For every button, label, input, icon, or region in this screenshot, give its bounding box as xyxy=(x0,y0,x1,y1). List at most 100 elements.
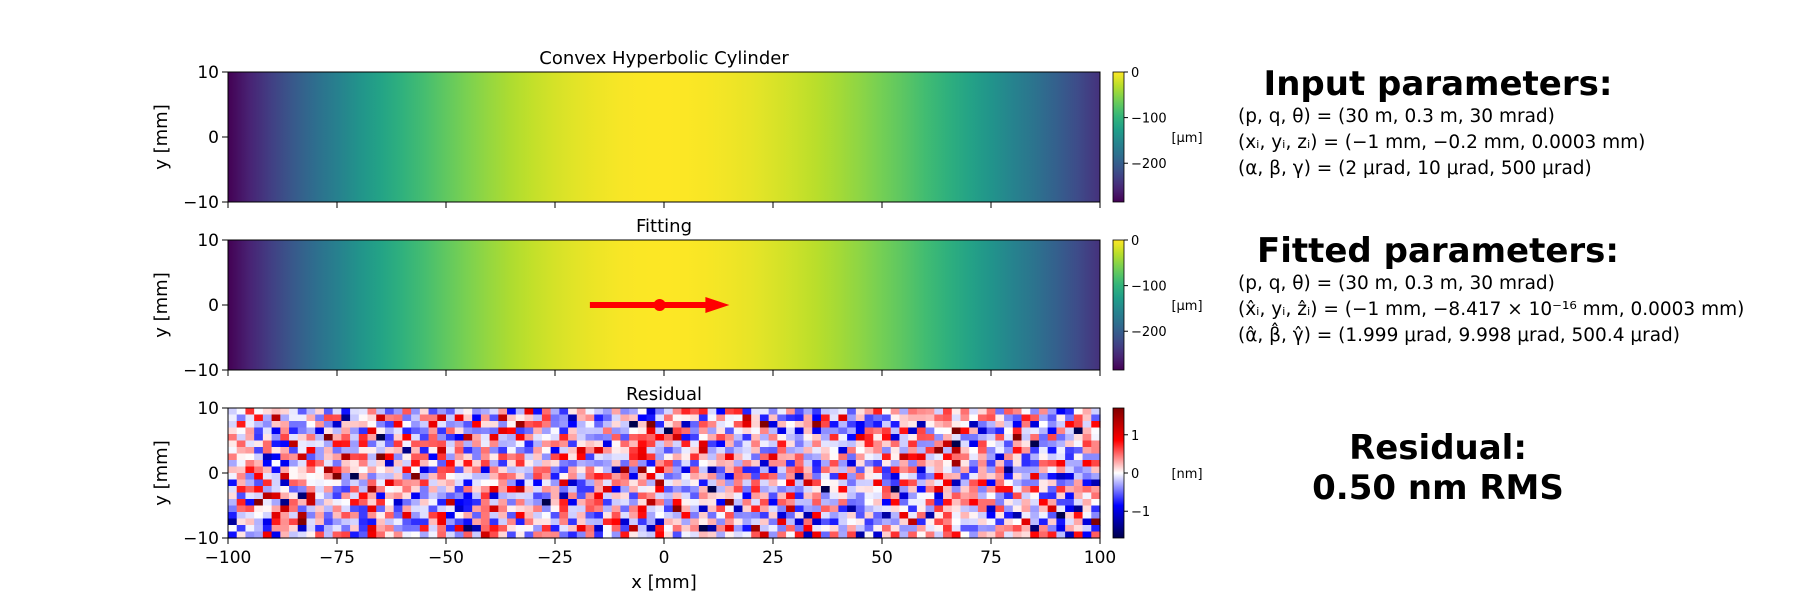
residual-cell xyxy=(480,492,491,500)
residual-cell xyxy=(690,440,700,448)
residual-cell xyxy=(1030,486,1040,494)
residual-cell xyxy=(759,453,770,461)
residual-cell xyxy=(463,434,473,442)
residual-cell xyxy=(289,453,299,461)
colorbar-unit-label: [nm] xyxy=(1171,467,1202,482)
residual-cell xyxy=(873,427,883,435)
residual-cell xyxy=(864,447,874,455)
residual-cell xyxy=(498,453,508,461)
residual-cell xyxy=(358,466,369,474)
residual-cell xyxy=(585,531,595,539)
residual-cell xyxy=(533,525,543,533)
residual-cell xyxy=(1073,453,1084,461)
residual-cell xyxy=(376,492,386,500)
residual-cell xyxy=(882,473,892,481)
residual-cell xyxy=(254,447,264,455)
residual-cell xyxy=(341,492,351,500)
residual-cell xyxy=(1021,440,1031,448)
residual-cell xyxy=(759,421,770,429)
residual-cell xyxy=(524,492,534,500)
residual-cell xyxy=(402,486,412,494)
residual-cell xyxy=(733,531,744,539)
residual-cell xyxy=(768,479,778,487)
residual-cell xyxy=(507,525,517,533)
residual-cell xyxy=(1065,427,1075,435)
residual-cell xyxy=(986,466,996,474)
residual-cell xyxy=(812,479,822,487)
residual-cell xyxy=(576,479,587,487)
residual-cell xyxy=(646,486,656,494)
residual-cell xyxy=(254,525,264,533)
residual-cell xyxy=(480,473,491,481)
residual-cell xyxy=(707,505,717,513)
residual-cell xyxy=(358,414,369,422)
residual-cell xyxy=(759,466,770,474)
residual-cell xyxy=(323,453,334,461)
residual-cell xyxy=(463,466,473,474)
residual-cell xyxy=(498,434,508,442)
residual-cell xyxy=(873,486,883,494)
residual-cell xyxy=(576,408,587,416)
residual-cell xyxy=(995,466,1005,474)
residual-cell xyxy=(358,434,369,442)
residual-cell xyxy=(323,414,334,422)
residual-cell xyxy=(629,518,639,526)
fitted-parameters-heading: Fitted parameters: xyxy=(1256,231,1619,271)
residual-cell xyxy=(725,525,735,533)
residual-cell xyxy=(829,479,839,487)
residual-cell xyxy=(341,408,351,416)
residual-cell xyxy=(1004,479,1014,487)
residual-cell xyxy=(707,518,717,526)
residual-cell xyxy=(1030,473,1040,481)
residual-cell xyxy=(480,466,491,474)
residual-cell xyxy=(847,492,857,500)
residual-cell xyxy=(637,479,648,487)
residual-cell xyxy=(367,531,377,539)
residual-cell xyxy=(899,414,909,422)
residual-cell xyxy=(690,512,700,520)
residual-cell xyxy=(419,414,430,422)
residual-cell xyxy=(262,473,273,481)
residual-cell xyxy=(568,518,578,526)
residual-cell xyxy=(698,492,709,500)
residual-cell xyxy=(550,453,560,461)
residual-cell xyxy=(1004,414,1014,422)
residual-cell xyxy=(228,518,238,526)
residual-cell xyxy=(559,525,569,533)
residual-cell xyxy=(463,505,473,513)
residual-cell xyxy=(838,447,848,455)
residual-cell xyxy=(1030,434,1040,442)
residual-cell xyxy=(1082,440,1092,448)
residual-cell xyxy=(899,531,909,539)
residual-cell xyxy=(1047,525,1057,533)
residual-cell xyxy=(323,492,334,500)
residual-cell xyxy=(629,414,639,422)
residual-cell xyxy=(515,460,526,468)
residual-cell xyxy=(777,408,787,416)
residual-cell xyxy=(1091,505,1101,513)
residual-cell xyxy=(786,460,796,468)
residual-cell xyxy=(254,453,264,461)
residual-cell xyxy=(498,473,508,481)
residual-cell xyxy=(280,473,290,481)
residual-cell xyxy=(1021,486,1031,494)
residual-cell xyxy=(794,453,805,461)
residual-cell xyxy=(934,460,944,468)
residual-cell xyxy=(376,466,386,474)
residual-cell xyxy=(358,447,369,455)
residual-cell xyxy=(1082,505,1092,513)
residual-cell xyxy=(463,453,473,461)
colorbar-tick-label: 0 xyxy=(1131,467,1139,482)
residual-cell xyxy=(690,414,700,422)
residual-cell xyxy=(1021,499,1031,507)
colorbar-unit-label: [µm] xyxy=(1171,131,1202,146)
residual-cell xyxy=(672,421,683,429)
residual-cell xyxy=(812,414,822,422)
residual-cell xyxy=(1056,466,1066,474)
residual-cell xyxy=(602,440,613,448)
residual-cell xyxy=(751,499,761,507)
residual-cell xyxy=(341,512,351,520)
residual-cell xyxy=(402,460,412,468)
residual-cell xyxy=(733,408,744,416)
